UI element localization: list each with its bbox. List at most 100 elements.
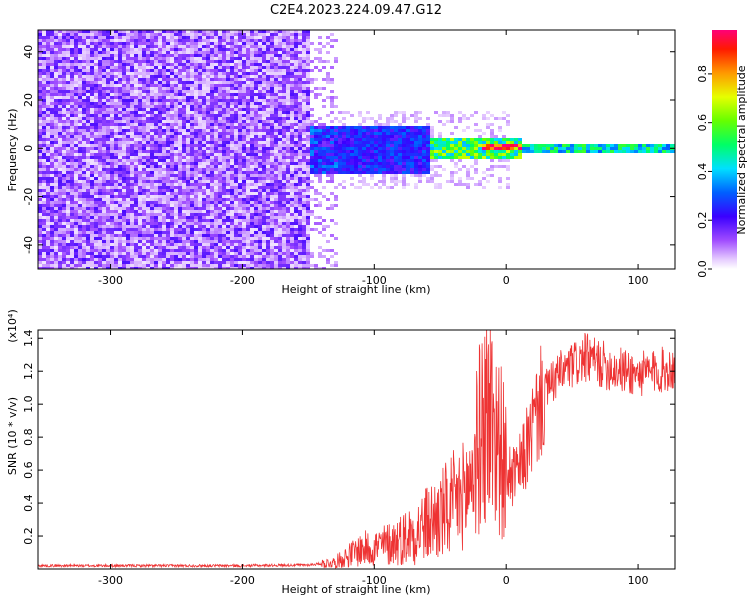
heatmap-cell [274, 117, 278, 120]
heatmap-cell [70, 240, 74, 243]
heatmap-cell [210, 42, 214, 45]
heatmap-cell [90, 147, 94, 150]
heatmap-cell [274, 249, 278, 252]
heatmap-cell [110, 213, 114, 216]
heatmap-cell [146, 60, 150, 63]
heatmap-cell [186, 87, 190, 90]
heatmap-cell [90, 180, 94, 183]
heatmap-cell [122, 153, 126, 156]
heatmap-cell [102, 168, 106, 171]
heatmap-cell [274, 255, 278, 258]
heatmap-cell [130, 171, 134, 174]
heatmap-cell [214, 87, 218, 90]
heatmap-cell [194, 234, 198, 237]
heatmap-cell [186, 249, 190, 252]
heatmap-cell [102, 159, 106, 162]
heatmap-cell [174, 249, 178, 252]
heatmap-cell [286, 75, 290, 78]
heatmap-cell [78, 261, 82, 264]
heatmap-cell [46, 258, 50, 261]
heatmap-cell [282, 54, 286, 57]
heatmap-cell [186, 219, 190, 222]
heatmap-cell [202, 198, 206, 201]
heatmap-cell [106, 186, 110, 189]
heatmap-cell [54, 243, 58, 246]
heatmap-cell [50, 57, 54, 60]
heatmap-cell [258, 171, 262, 174]
heatmap-cell [258, 231, 262, 234]
heatmap-cell [74, 159, 78, 162]
heatmap-cell [270, 126, 274, 129]
heatmap-cell [42, 225, 46, 228]
heatmap-cell [234, 42, 238, 45]
heatmap-cell [94, 42, 98, 45]
heatmap-cell [170, 240, 174, 243]
heatmap-cell [166, 249, 170, 252]
heatmap-cell [282, 66, 286, 69]
heatmap-cell [94, 54, 98, 57]
heatmap-cell [126, 132, 130, 135]
heatmap-cell [126, 51, 130, 54]
heatmap-cell [230, 138, 234, 141]
heatmap-cell [42, 129, 46, 132]
heatmap-cell [94, 78, 98, 81]
heatmap-cell [46, 156, 50, 159]
heatmap-cell [50, 87, 54, 90]
heatmap-cell [214, 48, 218, 51]
heatmap-cell [202, 126, 206, 129]
heatmap-cell [138, 141, 142, 144]
heatmap-cell [126, 261, 130, 264]
heatmap-cell [66, 72, 70, 75]
heatmap-cell [282, 189, 286, 192]
heatmap-cell [98, 249, 102, 252]
heatmap-cell [94, 228, 98, 231]
heatmap-cell [66, 105, 70, 108]
heatmap-cell [274, 165, 278, 168]
heatmap-cell [86, 144, 90, 147]
heatmap-cell [118, 186, 122, 189]
heatmap-cell [174, 207, 178, 210]
heatmap-cell [62, 84, 66, 87]
heatmap-cell [46, 144, 50, 147]
heatmap-cell [66, 219, 70, 222]
heatmap-cell [138, 129, 142, 132]
heatmap-cell [154, 93, 158, 96]
heatmap-cell [254, 123, 258, 126]
heatmap-cell [286, 42, 290, 45]
heatmap-cell [70, 42, 74, 45]
heatmap-cell [142, 66, 146, 69]
heatmap-cell [222, 126, 226, 129]
heatmap-cell [106, 105, 110, 108]
heatmap-cell [234, 177, 238, 180]
heatmap-cell [226, 108, 230, 111]
heatmap-cell [82, 159, 86, 162]
heatmap-cell [166, 78, 170, 81]
heatmap-cell [282, 180, 286, 183]
heatmap-cell [110, 261, 114, 264]
heatmap-cell [66, 267, 70, 269]
heatmap-cell [218, 252, 222, 255]
heatmap-cell [138, 78, 142, 81]
heatmap-cell [182, 51, 186, 54]
heatmap-cell [214, 123, 218, 126]
heatmap-cell [286, 57, 290, 60]
heatmap-cell [86, 51, 90, 54]
heatmap-cell [74, 141, 78, 144]
heatmap-cell [150, 66, 154, 69]
heatmap-cell [110, 234, 114, 237]
heatmap-cell [110, 258, 114, 261]
heatmap-cell [258, 48, 262, 51]
heatmap-cell [286, 111, 290, 114]
heatmap-cell [106, 60, 110, 63]
heatmap-cell [86, 192, 90, 195]
heatmap-cell [202, 156, 206, 159]
heatmap-cell [142, 60, 146, 63]
heatmap-cell [262, 210, 266, 213]
heatmap-cell [266, 168, 270, 171]
heatmap-cell [174, 69, 178, 72]
heatmap-cell [90, 261, 94, 264]
heatmap-cell [258, 69, 262, 72]
heatmap-cell [38, 42, 42, 45]
heatmap-cell [230, 237, 234, 240]
heatmap-cell [50, 243, 54, 246]
